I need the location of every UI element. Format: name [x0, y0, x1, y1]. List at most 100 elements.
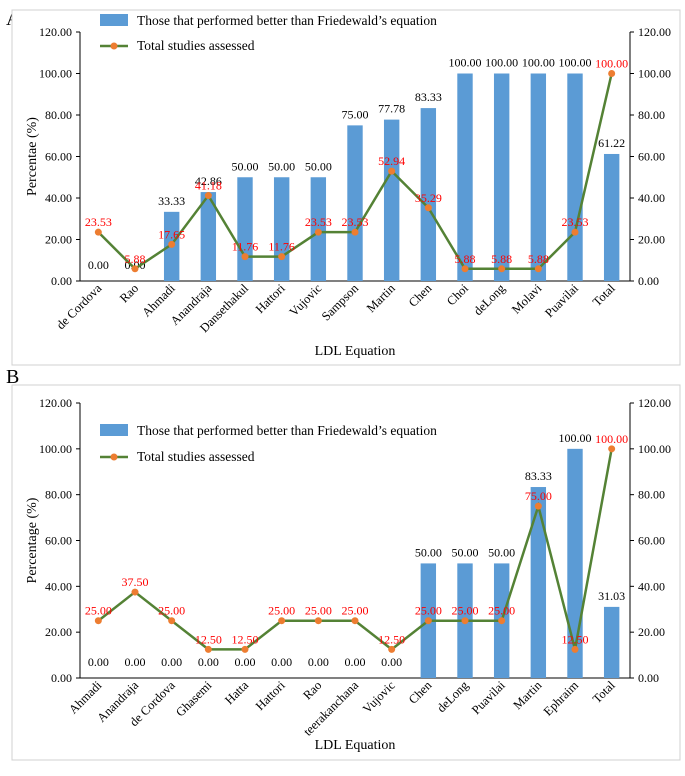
- y-tick-label-right: 80.00: [638, 488, 665, 502]
- line-value-label: 75.00: [525, 489, 552, 503]
- bar-value-label: 0.00: [125, 258, 146, 272]
- bar-value-label: 50.00: [488, 545, 515, 559]
- panel-b-letter: B: [6, 366, 20, 388]
- line-marker: [168, 617, 176, 625]
- bar-value-label: 100.00: [559, 431, 592, 445]
- bar-value-label: 33.33: [158, 194, 185, 208]
- bar-value-label: 0.00: [198, 655, 219, 669]
- bar-value-label: 0.00: [88, 258, 109, 272]
- bar-value-label: 0.00: [345, 655, 366, 669]
- y-tick-label-left: 40.00: [45, 191, 72, 205]
- y-tick-label-right: 120.00: [638, 396, 671, 410]
- x-axis-title: LDL Equation: [315, 738, 396, 753]
- y-tick-label-left: 100.00: [39, 67, 72, 81]
- y-tick-label-left: 60.00: [45, 150, 72, 164]
- line-value-label: 17.65: [158, 227, 185, 241]
- bar: [273, 177, 290, 281]
- y-tick-label-right: 20.00: [638, 233, 665, 247]
- y-tick-label-left: 120.00: [39, 25, 72, 39]
- bar-value-label: 0.00: [235, 655, 256, 669]
- legend-bar-label: Those that performed better than Friedew…: [137, 13, 437, 28]
- bar: [420, 108, 437, 282]
- bar-value-label: 0.00: [381, 655, 402, 669]
- legend-line-marker: [110, 453, 118, 461]
- line-value-label: 5.88: [528, 252, 549, 266]
- y-tick-label-left: 0.00: [51, 671, 72, 685]
- line-value-label: 25.00: [342, 604, 369, 618]
- line-marker: [278, 617, 286, 625]
- bar-value-label: 0.00: [308, 655, 329, 669]
- bar-value-label: 0.00: [125, 655, 146, 669]
- line-value-label: 25.00: [268, 604, 295, 618]
- line-marker: [241, 253, 249, 261]
- line-marker: [314, 228, 322, 236]
- legend-bar-label: Those that performed better than Friedew…: [137, 423, 437, 438]
- y-axis-title: Percentage (%): [25, 497, 40, 583]
- bar: [200, 192, 217, 281]
- line-value-label: 5.88: [455, 252, 476, 266]
- y-tick-label-left: 120.00: [39, 396, 72, 410]
- line-value-label: 23.53: [85, 215, 112, 229]
- line-value-label: 25.00: [85, 604, 112, 618]
- line-marker: [608, 70, 616, 77]
- line-marker: [351, 617, 359, 625]
- legend-line-marker: [110, 42, 118, 50]
- line-value-label: 25.00: [452, 604, 479, 618]
- bar-value-label: 50.00: [305, 159, 332, 173]
- line-marker: [571, 228, 579, 236]
- y-tick-label-right: 60.00: [638, 150, 665, 164]
- line-value-label: 25.00: [488, 604, 515, 618]
- legend-bar-swatch: [100, 14, 128, 26]
- bar-value-label: 42.86: [195, 174, 222, 188]
- bar-value-label: 75.00: [342, 107, 369, 121]
- legend-line-label: Total studies assessed: [137, 38, 255, 53]
- line-marker: [608, 445, 616, 453]
- line-value-label: 35.29: [415, 191, 442, 205]
- line-value-label: 23.53: [342, 215, 369, 229]
- bar: [530, 487, 547, 678]
- chart-a: 0.00 0.00 20.00 20.00 40.00 40.00 60.00 60.00 80…: [11, 9, 681, 366]
- line-value-label: 12.50: [378, 632, 405, 646]
- line-marker: [388, 645, 396, 653]
- line-marker: [534, 502, 542, 510]
- y-tick-label-left: 20.00: [45, 233, 72, 247]
- line-marker: [351, 228, 359, 236]
- line-value-label: 52.94: [378, 154, 405, 168]
- line-marker: [314, 617, 322, 625]
- line-value-label: 25.00: [158, 604, 185, 618]
- line-marker: [204, 645, 212, 653]
- bar: [567, 73, 583, 281]
- y-tick-label-right: 40.00: [638, 191, 665, 205]
- line-value-label: 23.53: [562, 215, 589, 229]
- y-tick-label-right: 100.00: [638, 67, 671, 81]
- line-marker: [534, 265, 542, 273]
- line-marker: [461, 265, 469, 273]
- bar-value-label: 100.00: [485, 56, 518, 70]
- bar-value-label: 0.00: [271, 655, 292, 669]
- y-tick-label-right: 100.00: [638, 442, 671, 456]
- line-marker: [168, 240, 176, 248]
- bar: [383, 119, 400, 281]
- bar-value-label: 77.78: [378, 102, 405, 116]
- bar: [237, 177, 253, 281]
- y-tick-label-left: 80.00: [45, 108, 72, 122]
- legend-line-label: Total studies assessed: [137, 449, 255, 464]
- bar-value-label: 83.33: [525, 469, 552, 483]
- bar-value-label: 0.00: [161, 655, 182, 669]
- y-tick-label-right: 60.00: [638, 534, 665, 548]
- line-marker: [388, 167, 396, 175]
- line-marker: [94, 617, 102, 625]
- line-value-label: 37.50: [122, 575, 149, 589]
- line-marker: [278, 253, 286, 261]
- bar: [603, 153, 620, 281]
- bar: [493, 73, 510, 281]
- line-marker: [94, 228, 102, 236]
- bar-value-label: 50.00: [232, 159, 259, 173]
- bar-value-label: 50.00: [452, 545, 479, 559]
- line-marker: [241, 645, 249, 653]
- line-value-label: 25.00: [305, 604, 332, 618]
- bar: [567, 448, 583, 678]
- bar: [530, 73, 547, 281]
- line-value-label: 25.00: [415, 604, 442, 618]
- y-tick-label-left: 20.00: [45, 625, 72, 639]
